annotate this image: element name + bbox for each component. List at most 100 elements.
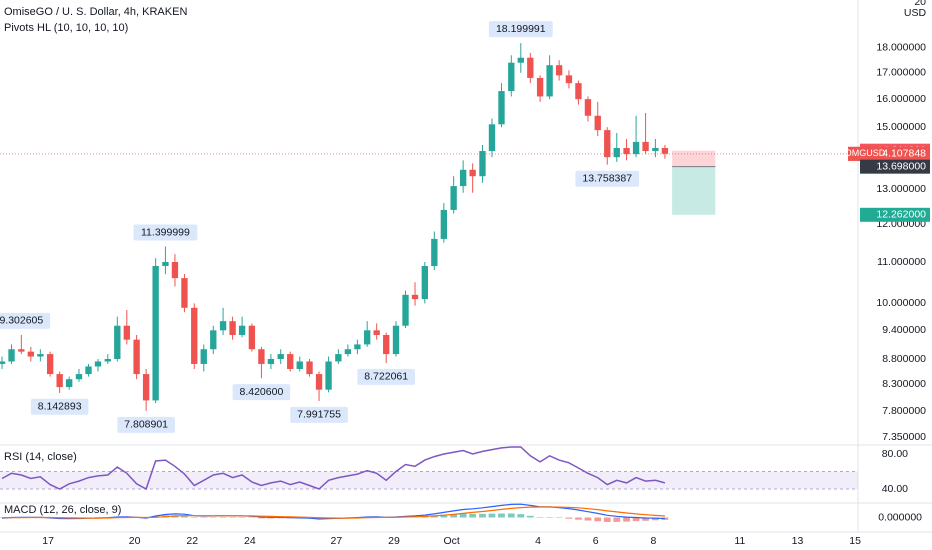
candle-body [450, 186, 457, 210]
target-zone [672, 166, 716, 215]
x-tick-label: 22 [186, 535, 198, 547]
candle-body [536, 77, 544, 97]
candle-body [46, 354, 54, 375]
candle-body [123, 325, 130, 340]
candle-body [354, 344, 361, 350]
x-tick-label: 11 [734, 535, 745, 547]
y-tick-label: 9.400000 [882, 324, 926, 336]
macd-title: MACD (12, 26, close, 9) [4, 504, 121, 516]
candle-body [498, 91, 505, 125]
pivot-label-box [133, 224, 198, 241]
x-tick-label: Oct [443, 535, 459, 547]
candle-body [306, 361, 313, 375]
y-tick-label: 16.000000 [876, 93, 926, 105]
rsi-line [1, 446, 666, 491]
candle-body [104, 358, 111, 362]
candle-body [37, 354, 44, 357]
macd-histogram-bar [584, 517, 592, 521]
candle-body [27, 351, 35, 357]
candle-body [56, 374, 63, 388]
candle-body [66, 379, 73, 388]
x-tick-label: 29 [388, 535, 400, 547]
candle-body [287, 354, 294, 369]
macd-histogram-bar [526, 515, 534, 518]
candle-body [440, 209, 448, 239]
candle-body [325, 361, 332, 390]
candle-body [652, 147, 659, 152]
macd-histogram-bar [517, 514, 525, 518]
candle-body [344, 349, 352, 355]
rsi-title: RSI (14, close) [4, 451, 77, 463]
candle-body [94, 361, 102, 367]
candle-body [555, 65, 563, 76]
candle-body [267, 358, 275, 364]
pivot-label-box [575, 170, 640, 187]
pivot-label-box [0, 312, 51, 329]
macd-histogram-bar [258, 517, 265, 519]
pivot-label: 8.142893 [38, 400, 82, 412]
macd-histogram-bar [488, 513, 496, 518]
candle-body [546, 65, 553, 97]
last-price-label: 14.107848 [876, 148, 926, 160]
macd-histogram-bar [565, 517, 573, 519]
macd-histogram-bar [623, 517, 630, 522]
x-tick-label: 20 [129, 535, 141, 547]
pivot-label: 11.399999 [141, 226, 190, 238]
candle-body [642, 141, 649, 152]
macd-histogram-bar [459, 513, 467, 518]
price-badge-label: 13.698000 [876, 160, 926, 172]
pivot-label-box [117, 416, 175, 433]
indicator-title: Pivots HL (10, 10, 10, 10) [4, 22, 128, 34]
price-badge-label: 12.262000 [876, 209, 926, 221]
pivot-label-box [290, 406, 348, 423]
macd-tick-label: 0.000000 [878, 511, 922, 523]
macd-histogram-bar [248, 517, 256, 518]
candle-body [200, 349, 207, 364]
candle-body [364, 330, 371, 345]
pivot-label-box [488, 21, 553, 38]
y-tick-label: 18.000000 [876, 42, 926, 54]
y-tick-label: 20 [914, 0, 926, 8]
candle-body [575, 83, 582, 100]
rsi-band [0, 471, 858, 490]
macd-histogram-bar [613, 517, 621, 522]
macd-histogram-bar [219, 517, 227, 518]
macd-histogram-bar [238, 517, 246, 518]
candle-body [191, 307, 198, 364]
candle-body [85, 366, 92, 375]
candle-body [335, 354, 342, 362]
candle-body [488, 124, 496, 152]
macd-histogram-bar [200, 517, 208, 518]
macd-histogram-bar [440, 514, 448, 518]
candle-body [517, 57, 524, 63]
x-tick-label: 6 [593, 535, 599, 547]
pivot-label-box [30, 398, 89, 415]
x-tick-label: 27 [330, 535, 342, 547]
macd-histogram-bar [181, 516, 188, 518]
x-tick-label: 8 [650, 535, 656, 547]
currency-label: USD [904, 7, 927, 19]
candle-body [479, 151, 486, 177]
candle-body [392, 325, 400, 355]
candle-body [527, 57, 534, 78]
candle-body [171, 262, 179, 279]
candle-body [402, 294, 409, 326]
candle-body [604, 130, 611, 158]
x-tick-label: 17 [42, 535, 54, 547]
candle-body [18, 349, 25, 352]
macd-histogram-bar [479, 513, 486, 518]
macd-histogram-bar [661, 517, 669, 520]
macd-histogram-bar [209, 517, 217, 518]
candle-body [0, 361, 6, 364]
candle-body [152, 265, 159, 401]
macd-histogram-bar [575, 517, 582, 520]
candle-body [75, 374, 83, 380]
macd-histogram-bar [594, 517, 602, 522]
macd-histogram-bar [632, 517, 640, 522]
candle-body [508, 62, 515, 92]
pivot-label: 13.758387 [582, 173, 632, 185]
pivot-label: 7.808901 [124, 419, 168, 431]
macd-histogram-bar [603, 517, 611, 522]
